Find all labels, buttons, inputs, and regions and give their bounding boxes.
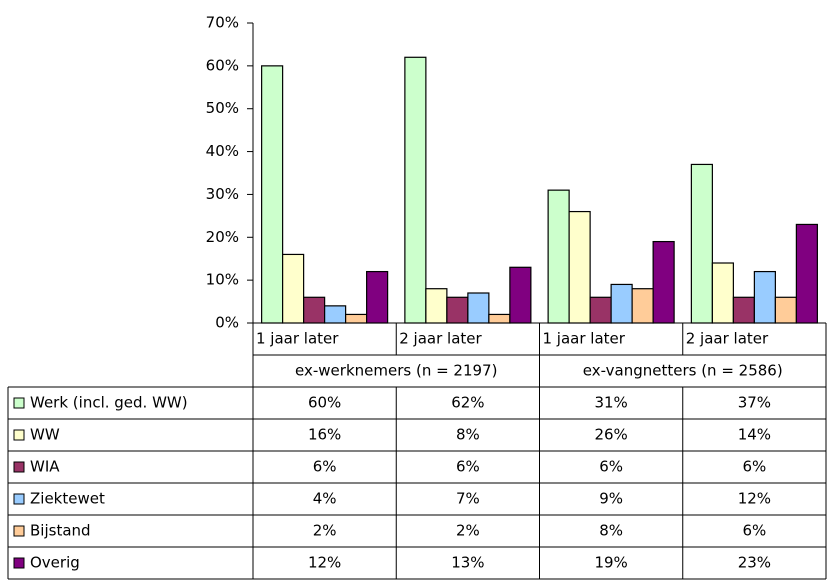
table-value: 12% <box>308 554 341 572</box>
bar <box>446 296 469 324</box>
legend-label: Bijstand <box>30 522 91 540</box>
bar <box>711 262 734 324</box>
x-tick-label: 1 jaar later <box>256 330 339 348</box>
y-tick-label: 0% <box>215 314 239 332</box>
table-value: 2% <box>456 522 480 540</box>
table-value: 8% <box>599 522 623 540</box>
x-tick-label: 2 jaar later <box>686 330 769 348</box>
bar <box>589 296 612 324</box>
legend-label: WIA <box>30 458 60 476</box>
table-value: 7% <box>456 490 480 508</box>
bar <box>547 189 570 324</box>
legend-swatch <box>13 525 25 537</box>
table-value: 4% <box>313 490 337 508</box>
legend-swatch <box>13 429 25 441</box>
y-tick-label: 50% <box>206 99 239 117</box>
y-tick-label: 30% <box>206 185 239 203</box>
table-value: 13% <box>451 554 484 572</box>
group-label: ex-werknemers (n = 2197) <box>295 362 497 380</box>
table-value: 31% <box>594 394 627 412</box>
bar <box>488 313 511 324</box>
legend-label: Ziektewet <box>30 490 105 508</box>
bar <box>652 240 675 324</box>
legend-label: WW <box>30 426 60 444</box>
legend-swatch <box>13 557 25 569</box>
legend-swatch <box>13 397 25 409</box>
bar <box>753 270 776 324</box>
table-value: 8% <box>456 426 480 444</box>
table-value: 19% <box>594 554 627 572</box>
bar <box>404 56 427 324</box>
bar <box>631 288 654 324</box>
table-value: 6% <box>456 458 480 476</box>
table-value: 9% <box>599 490 623 508</box>
legend-label: Werk (incl. ged. WW) <box>30 394 188 412</box>
legend-label: Overig <box>30 554 80 572</box>
table-value: 6% <box>313 458 337 476</box>
bar <box>261 65 284 324</box>
bar <box>345 313 368 324</box>
table-value: 60% <box>308 394 341 412</box>
table-value: 6% <box>742 522 766 540</box>
bar <box>366 270 389 324</box>
x-tick-label: 2 jaar later <box>399 330 482 348</box>
bar <box>467 292 490 324</box>
table-value: 6% <box>742 458 766 476</box>
y-tick-label: 70% <box>206 14 239 32</box>
bar <box>732 296 755 324</box>
bar <box>568 210 591 324</box>
bar <box>303 296 326 324</box>
table-value: 14% <box>738 426 771 444</box>
table-value: 6% <box>599 458 623 476</box>
x-tick-label: 1 jaar later <box>543 330 626 348</box>
legend-swatch <box>13 493 25 505</box>
y-tick-label: 20% <box>206 228 239 246</box>
table-value: 23% <box>738 554 771 572</box>
y-tick-label: 60% <box>206 56 239 74</box>
bar <box>509 266 532 324</box>
legend-swatch <box>13 461 25 473</box>
table-value: 16% <box>308 426 341 444</box>
y-tick-label: 10% <box>206 271 239 289</box>
bar <box>774 296 797 324</box>
bar <box>690 163 713 324</box>
table-value: 62% <box>451 394 484 412</box>
table-value: 12% <box>738 490 771 508</box>
table-value: 2% <box>313 522 337 540</box>
bar <box>610 283 633 324</box>
table-value: 37% <box>738 394 771 412</box>
table-value: 26% <box>594 426 627 444</box>
bar <box>425 288 448 324</box>
bar <box>282 253 305 324</box>
y-tick-label: 40% <box>206 142 239 160</box>
bar <box>795 223 818 324</box>
group-label: ex-vangnetters (n = 2586) <box>583 362 783 380</box>
bar <box>324 305 347 324</box>
